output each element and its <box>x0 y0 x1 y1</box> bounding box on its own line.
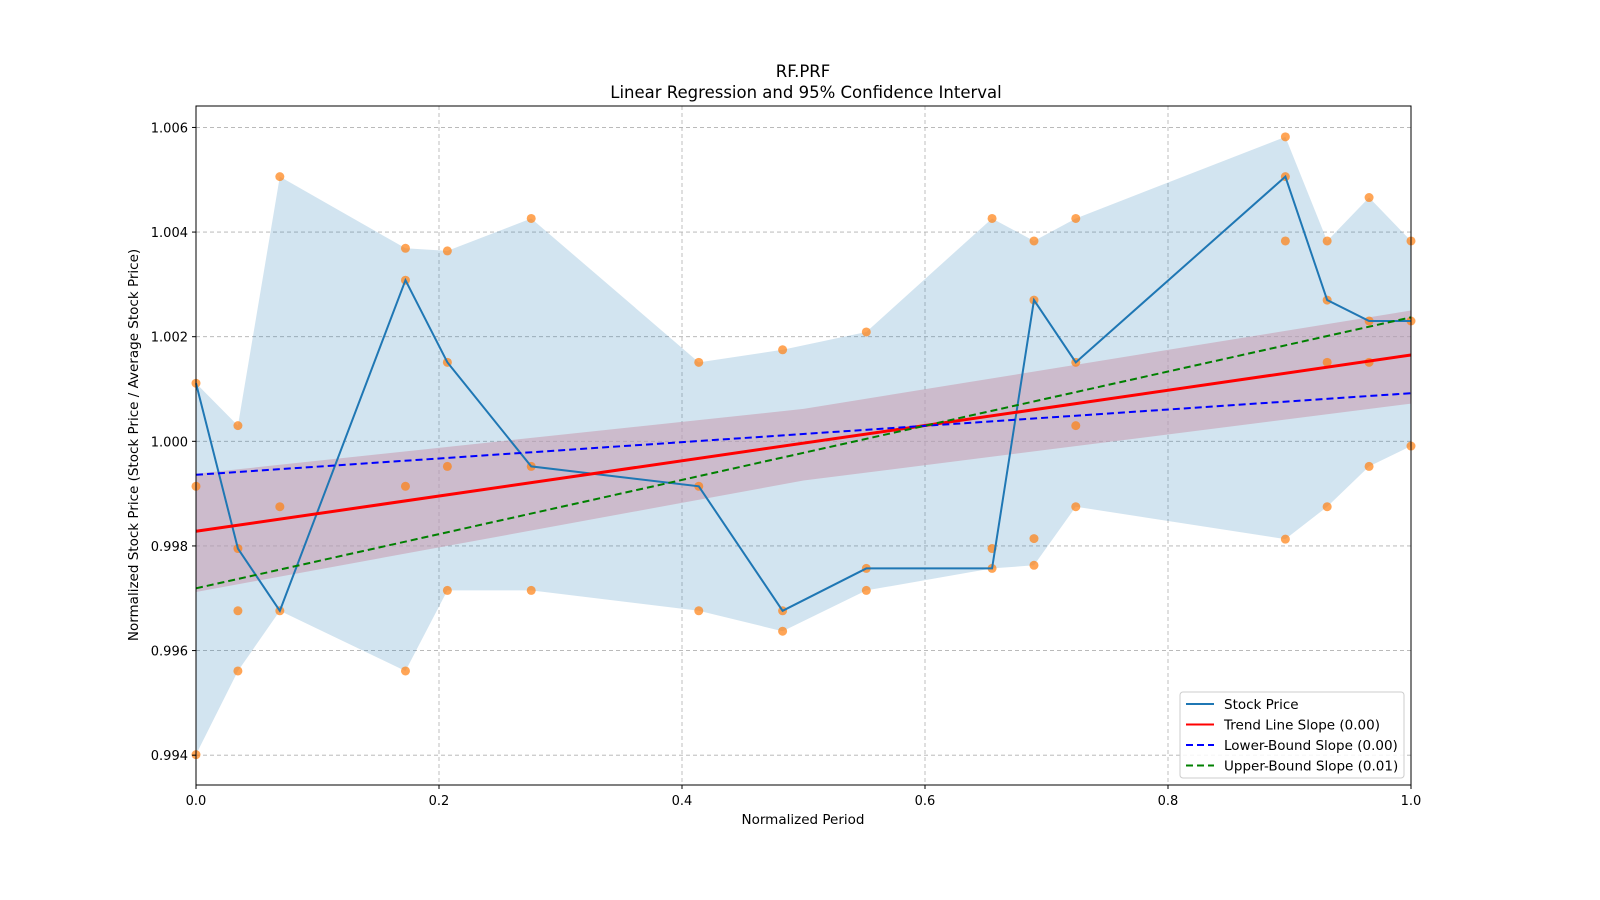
legend-box <box>1179 691 1405 779</box>
observation-point <box>1364 461 1374 471</box>
y-tick-label: 0.998 <box>151 540 188 555</box>
y-axis: 0.994 0.996 0.998 1.000 1.002 1.004 1.006 <box>151 121 196 764</box>
observation-point <box>233 666 243 676</box>
y-axis-label: Normalized Stock Price (Stock Price / Av… <box>126 249 142 641</box>
observation-point <box>1280 236 1290 246</box>
y-tick-label: 1.006 <box>151 121 188 136</box>
x-tick-label: 0.2 <box>429 794 450 809</box>
observation-point <box>861 327 871 337</box>
y-tick-label: 1.000 <box>151 435 188 450</box>
observation-point <box>1280 534 1290 544</box>
observation-point <box>233 606 243 616</box>
x-axis-label: Normalized Period <box>742 812 865 828</box>
observation-point <box>442 585 452 595</box>
observation-point <box>1322 357 1332 367</box>
x-tick-label: 0.8 <box>1158 794 1179 809</box>
observation-point <box>1364 193 1374 203</box>
legend-label: Stock Price <box>1224 697 1299 713</box>
y-tick-label: 0.996 <box>151 645 188 660</box>
chart-subtitle: Linear Regression and 95% Confidence Int… <box>610 83 1001 102</box>
x-tick-label: 1.0 <box>1401 794 1422 809</box>
legend-label: Trend Line Slope (0.00) <box>1223 718 1380 734</box>
lower-bound-line <box>195 392 1412 476</box>
trend-line <box>195 353 1412 533</box>
observation-point <box>694 606 704 616</box>
observation-point <box>1280 132 1290 142</box>
x-tick-label: 0.0 <box>186 794 207 809</box>
observation-point <box>778 345 788 355</box>
stock-price-line <box>195 174 1411 613</box>
observation-point <box>442 461 452 471</box>
observation-point <box>526 585 536 595</box>
observation-point <box>694 357 704 367</box>
legend-label: Lower-Bound Slope (0.00) <box>1224 738 1398 754</box>
observation-point <box>1071 421 1081 431</box>
y-tick-label: 1.004 <box>151 226 188 241</box>
y-tick-label: 1.002 <box>151 331 188 346</box>
observation-point <box>442 246 452 256</box>
x-axis: 0.0 0.2 0.4 0.6 0.8 1.0 <box>186 785 1422 809</box>
observation-point <box>275 502 285 512</box>
x-tick-label: 0.4 <box>672 794 693 809</box>
observation-point <box>526 213 536 223</box>
observation-point <box>1029 236 1039 246</box>
y-tick-label: 0.994 <box>151 749 188 764</box>
observation-point <box>1071 502 1081 512</box>
observation-point <box>987 213 997 223</box>
observation-point <box>400 481 410 491</box>
upper-bound-line <box>195 316 1412 590</box>
observation-point <box>1071 213 1081 223</box>
legend-label: Upper-Bound Slope (0.01) <box>1224 759 1398 775</box>
confidence-band-layer <box>196 310 1411 592</box>
x-tick-label: 0.6 <box>915 794 936 809</box>
legend: Stock Price Trend Line Slope (0.00) Lower-… <box>1179 691 1405 779</box>
observation-point <box>778 626 788 636</box>
observation-point <box>400 243 410 253</box>
observation-point <box>400 666 410 676</box>
observation-point <box>233 421 243 431</box>
observation-point <box>1322 236 1332 246</box>
observation-point <box>861 585 871 595</box>
confidence-band <box>196 310 1411 592</box>
observation-point <box>1029 534 1039 544</box>
observation-point <box>1029 560 1039 570</box>
plot-frame <box>195 105 1412 786</box>
observation-point <box>1322 502 1332 512</box>
chart-title: RF.PRF <box>776 62 830 81</box>
lines-layer <box>195 174 1412 613</box>
observation-point <box>275 172 285 182</box>
